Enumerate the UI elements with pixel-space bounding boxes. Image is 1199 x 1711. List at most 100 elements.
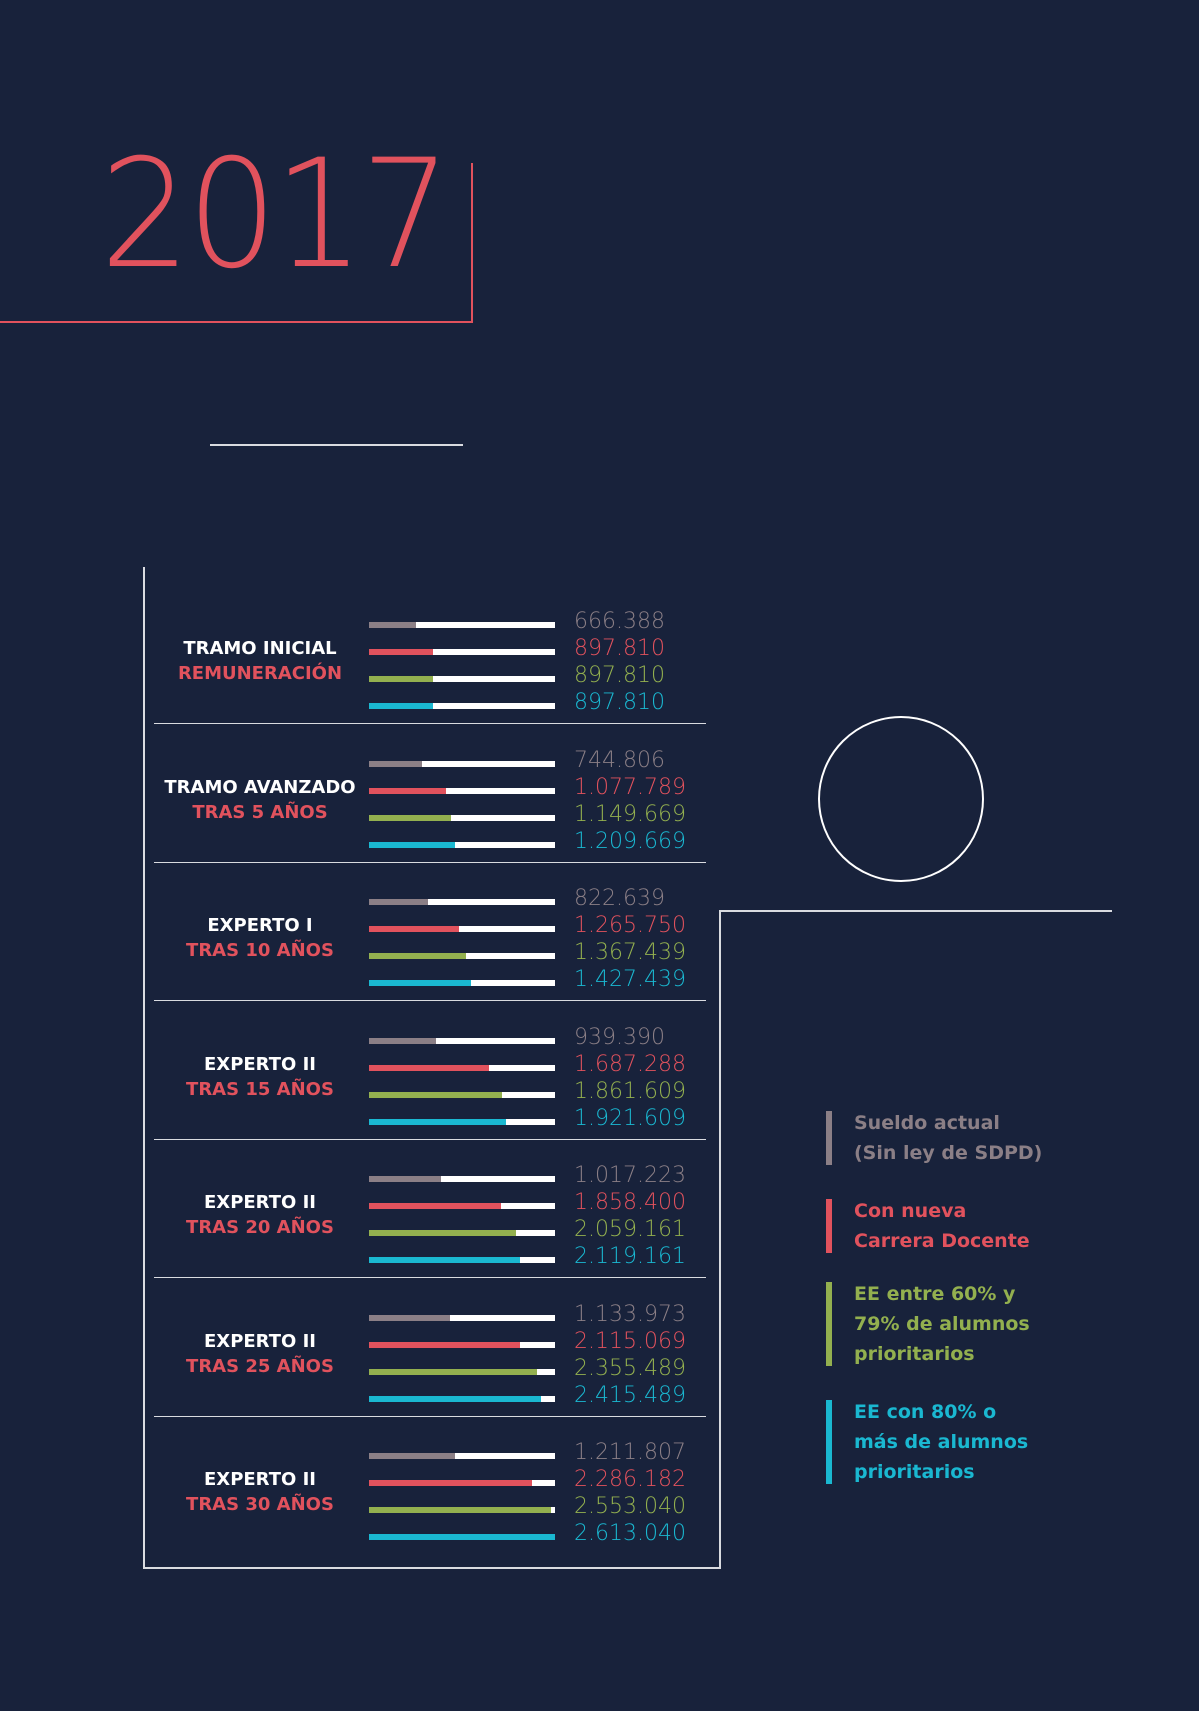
bar-value-label: 1.858.400 (574, 1190, 686, 1215)
bar-track (369, 1037, 555, 1044)
bar-value (369, 1314, 450, 1321)
bar-value-label: 2.613.040 (574, 1521, 686, 1546)
bar-value-label: 939.390 (574, 1024, 665, 1050)
bar-value-label: 2.553.040 (574, 1494, 686, 1519)
legend-label: Sueldo actual (Sin ley de SDPD) (854, 1108, 1042, 1168)
bar-value-label: 1.265.750 (574, 913, 686, 938)
bar-value-label: 897.810 (574, 636, 665, 661)
row-title: TRAMO AVANZADO (164, 776, 356, 798)
bar-value (369, 1037, 436, 1044)
bar-track (369, 622, 555, 628)
bar-track (369, 1453, 555, 1459)
bar-value (369, 1507, 551, 1513)
row-separator (154, 1415, 706, 1417)
bar-track (369, 703, 555, 709)
bar-value (369, 1230, 516, 1236)
row-label: EXPERTO II TRAS 30 AÑOS (145, 1467, 375, 1517)
row-separator (154, 861, 706, 863)
bar-value-label: 1.367.439 (574, 940, 686, 965)
row-separator (154, 1000, 706, 1001)
bar-value (369, 676, 433, 682)
row-title: EXPERTO II (204, 1469, 316, 1490)
bar-track (369, 814, 555, 821)
bar-value (369, 787, 446, 794)
legend-swatch (826, 1400, 832, 1484)
legend-label: EE con 80% o más de alumnos prioritarios (854, 1397, 1028, 1487)
legend-label: EE entre 60% y 79% de alumnos prioritarios (854, 1279, 1030, 1369)
row-separator (154, 723, 706, 724)
row-subtitle: TRAS 30 AÑOS (186, 1494, 334, 1515)
bar-value-label: 897.810 (574, 663, 665, 688)
bar-value-label: 897.810 (574, 690, 665, 715)
legend-label-line: Con nueva (854, 1200, 967, 1222)
bar-value (369, 1395, 541, 1402)
bar-track (369, 676, 555, 682)
bar-value-label: 1.077.789 (574, 774, 686, 800)
row-label: EXPERTO I TRAS 10 AÑOS (145, 913, 375, 963)
legend-label-line: (Sin ley de SDPD) (854, 1142, 1043, 1164)
table-frame-bottom (143, 1567, 721, 1569)
row-label: TRAMO AVANZADO TRAS 5 AÑOS (145, 775, 375, 825)
row-subtitle: TRAS 10 AÑOS (186, 940, 334, 961)
bar-value (369, 1257, 520, 1263)
bar-value (369, 814, 451, 821)
row-subtitle: TRAS 5 AÑOS (192, 801, 328, 823)
row-title: EXPERTO II (204, 1053, 316, 1075)
bar-value (369, 926, 460, 932)
legend-swatch (826, 1282, 832, 1366)
bar-value (369, 1453, 456, 1459)
bar-value (369, 953, 467, 959)
bar-value-label: 1.211.807 (574, 1440, 686, 1465)
legend-swatch (826, 1111, 832, 1165)
legend-label-line: Sueldo actual (854, 1112, 1000, 1134)
bar-value-label: 2.286.182 (574, 1467, 686, 1492)
row-label: EXPERTO II TRAS 20 AÑOS (145, 1190, 375, 1240)
bar-value-label: 2.115.069 (574, 1328, 686, 1354)
bar-value-label: 1.133.973 (574, 1301, 686, 1327)
bar-value-label: 2.355.489 (574, 1355, 686, 1381)
title-frame-vertical (471, 163, 473, 323)
legend-label-line: prioritarios (854, 1461, 975, 1483)
bar-value-label: 2.415.489 (574, 1382, 686, 1408)
bar-value (369, 1203, 502, 1209)
title-frame-horizontal (0, 321, 473, 323)
row-title: EXPERTO II (204, 1330, 316, 1352)
year-title: 2017 (100, 128, 451, 302)
connector-horizontal (719, 910, 1112, 912)
bar-track (369, 841, 555, 848)
bar-value (369, 1118, 506, 1125)
decorative-circle (818, 716, 984, 882)
bar-value (369, 703, 433, 709)
bar-value-label: 1.017.223 (574, 1163, 686, 1188)
bar-track (369, 1314, 555, 1321)
bar-value (369, 841, 456, 848)
bar-track (369, 787, 555, 794)
row-title: TRAMO INICIAL (183, 638, 337, 659)
row-label: TRAMO INICIAL REMUNERACIÓN (145, 636, 375, 686)
row-label: EXPERTO II TRAS 15 AÑOS (145, 1052, 375, 1102)
legend-label-line: Carrera Docente (854, 1230, 1030, 1252)
bar-value-label: 1.687.288 (574, 1051, 686, 1077)
bar-value (369, 1091, 502, 1098)
row-title: EXPERTO II (204, 1192, 316, 1213)
bar-value-label: 2.059.161 (574, 1217, 686, 1242)
bar-value-label: 666.388 (574, 609, 665, 634)
bar-value (369, 622, 417, 628)
bar-value (369, 980, 471, 986)
legend-label-line: EE con 80% o (854, 1401, 997, 1423)
row-separator (154, 1277, 706, 1278)
bar-value-label: 744.806 (574, 747, 665, 773)
legend-label-line: EE entre 60% y (854, 1283, 1016, 1305)
bar-value (369, 1480, 532, 1486)
row-subtitle: TRAS 15 AÑOS (186, 1078, 334, 1100)
legend-label-line: 79% de alumnos (854, 1313, 1030, 1335)
bar-track (369, 899, 555, 905)
table-frame-left (143, 567, 145, 1569)
title-underline (210, 444, 463, 446)
row-title: EXPERTO I (207, 915, 313, 936)
bar-value-label: 1.921.609 (574, 1105, 686, 1131)
row-subtitle: TRAS 25 AÑOS (186, 1355, 334, 1377)
bar-value (369, 760, 423, 767)
bar-value-label: 822.639 (574, 886, 665, 911)
bar-track (369, 760, 555, 767)
